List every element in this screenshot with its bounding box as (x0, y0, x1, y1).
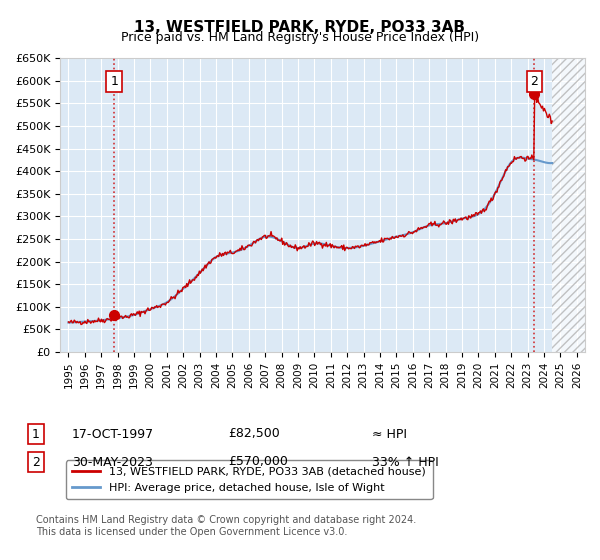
Text: 17-OCT-1997: 17-OCT-1997 (72, 427, 154, 441)
Text: 1: 1 (110, 75, 118, 88)
Bar (552, 58, 585, 352)
Text: 33% ↑ HPI: 33% ↑ HPI (372, 455, 439, 469)
Text: 2: 2 (530, 75, 538, 88)
Text: 30-MAY-2023: 30-MAY-2023 (72, 455, 153, 469)
Text: £82,500: £82,500 (228, 427, 280, 441)
Text: Price paid vs. HM Land Registry's House Price Index (HPI): Price paid vs. HM Land Registry's House … (121, 31, 479, 44)
Text: ≈ HPI: ≈ HPI (372, 427, 407, 441)
Text: 1: 1 (32, 427, 40, 441)
Text: 13, WESTFIELD PARK, RYDE, PO33 3AB: 13, WESTFIELD PARK, RYDE, PO33 3AB (134, 20, 466, 35)
Legend: 13, WESTFIELD PARK, RYDE, PO33 3AB (detached house), HPI: Average price, detache: 13, WESTFIELD PARK, RYDE, PO33 3AB (deta… (66, 460, 433, 499)
Text: £570,000: £570,000 (228, 455, 288, 469)
Text: 2: 2 (32, 455, 40, 469)
Text: Contains HM Land Registry data © Crown copyright and database right 2024.
This d: Contains HM Land Registry data © Crown c… (36, 515, 416, 537)
